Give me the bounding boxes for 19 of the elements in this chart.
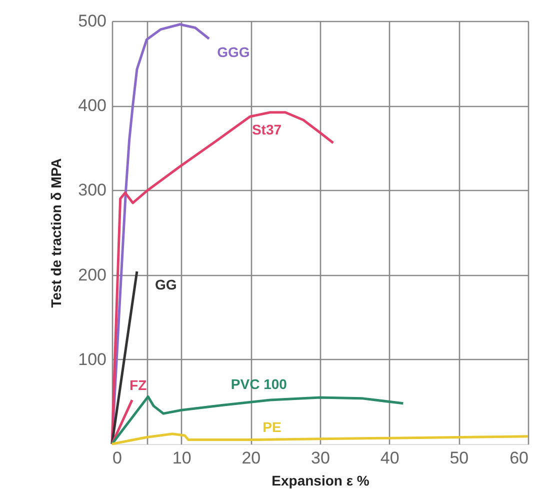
x-tick-label: 50	[450, 448, 469, 468]
x-tick-label: 0	[112, 448, 122, 468]
y-tick-label: 200	[78, 265, 106, 284]
x-tick-label: 10	[172, 448, 192, 468]
y-tick-label: 400	[78, 96, 106, 116]
series-label: PE	[262, 418, 282, 435]
y-tick-label: 100	[78, 350, 106, 369]
series-label: GG	[154, 276, 177, 292]
series-label: GGG	[217, 44, 250, 60]
x-tick-label: 30	[311, 448, 330, 468]
series-label: St37	[252, 122, 282, 138]
series-label: FZ	[130, 377, 148, 394]
y-tick-label: 500	[78, 12, 106, 30]
x-axis-title: Expansion ε %	[272, 472, 370, 488]
y-axis-title: Test de traction δ MPA	[48, 158, 64, 308]
x-tick-label: 20	[242, 448, 261, 468]
x-tick-label: 40	[380, 448, 400, 468]
x-tick-label: 60	[510, 448, 528, 468]
y-tick-label: 300	[78, 180, 106, 200]
